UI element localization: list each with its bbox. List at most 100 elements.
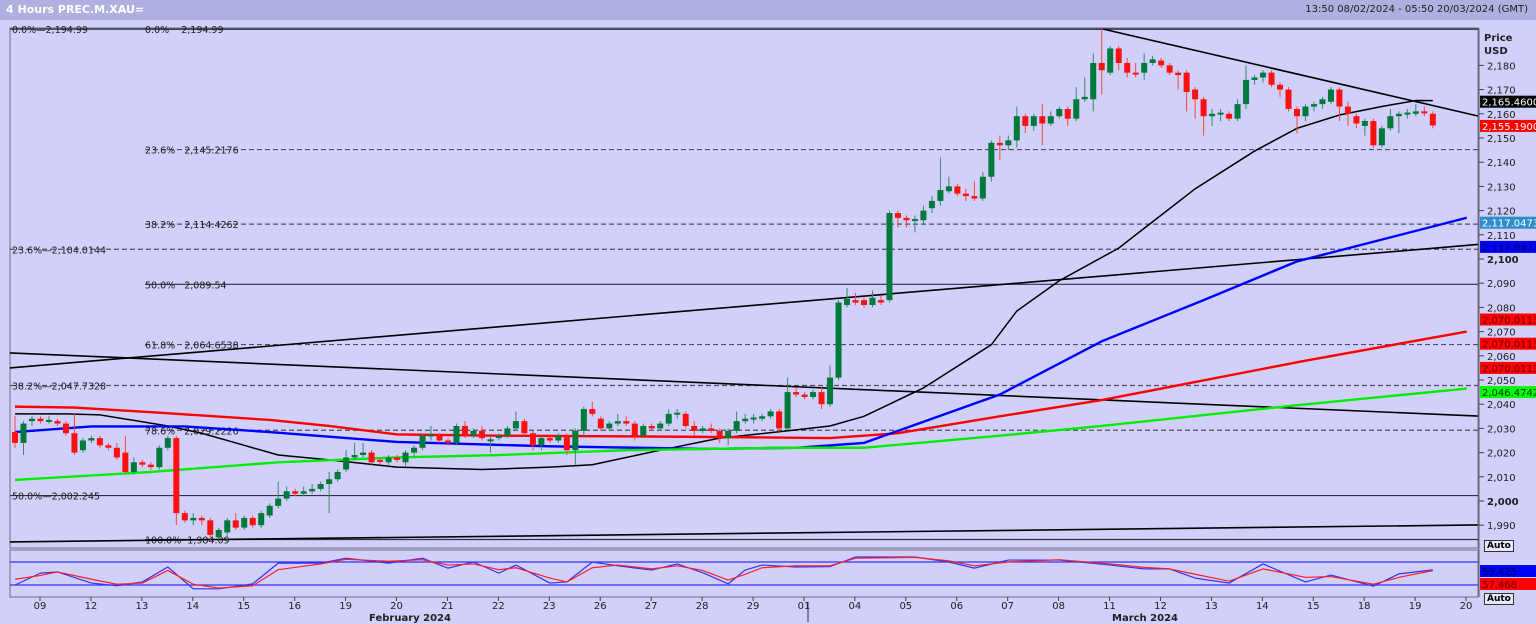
price-tags: 2,165.4600 2,155.1900 2,117.0473 2,117.0473…	[1480, 95, 1536, 399]
candle	[776, 409, 783, 434]
candle	[1183, 70, 1190, 112]
candle	[521, 418, 528, 436]
time-tick-label: 26	[594, 601, 607, 612]
candle	[572, 428, 579, 465]
candle	[1073, 87, 1080, 122]
candle	[275, 481, 282, 509]
candle-body	[1370, 121, 1377, 146]
candle	[487, 435, 494, 453]
candle	[504, 425, 511, 439]
candle	[232, 513, 239, 531]
candle-body	[623, 421, 630, 424]
candle	[377, 457, 384, 465]
candle-body	[1022, 116, 1029, 126]
candle	[1192, 87, 1199, 119]
candle	[360, 442, 367, 458]
candle-body	[419, 435, 426, 448]
fib-level-label: 50.0%—2,002.245	[12, 492, 100, 503]
candle-body	[1073, 99, 1080, 119]
candle	[1395, 111, 1402, 134]
candle	[54, 418, 61, 426]
candle	[1124, 58, 1131, 78]
candle-body	[173, 438, 180, 514]
candle	[725, 428, 732, 446]
price-pane-frame	[9, 27, 1479, 549]
candle	[62, 421, 69, 436]
trend-line	[9, 352, 1478, 417]
candle-body	[1234, 104, 1241, 119]
candle	[12, 416, 18, 448]
candle-body	[122, 452, 129, 472]
candle-body	[1056, 108, 1063, 117]
time-tick-label: 06	[950, 601, 963, 612]
candle-body	[877, 300, 884, 303]
candle	[470, 428, 477, 439]
candle-body	[512, 421, 519, 429]
candle	[300, 486, 307, 497]
stochastic-line	[14, 556, 1433, 589]
candle-body	[504, 428, 511, 436]
candle-body	[928, 200, 935, 209]
time-tick-label: 07	[1001, 601, 1014, 612]
candle-body	[945, 186, 952, 192]
price-tag: 2,155.1900	[1482, 122, 1536, 133]
fib-level-label: 23.6% 2,145.2176	[145, 146, 239, 157]
candle	[428, 425, 435, 441]
candle-body	[1412, 111, 1419, 114]
candle-body	[1158, 60, 1165, 66]
candle-body	[759, 416, 766, 419]
candle-body	[1013, 116, 1020, 141]
candle-body	[640, 425, 647, 436]
candle-body	[461, 425, 468, 436]
price-axis[interactable]: 1,990 2,000 2,010 2,020 2,030 2,040 2,050 2,060…	[1478, 28, 1519, 597]
candle	[1277, 82, 1284, 97]
price-tag-background	[1480, 337, 1536, 350]
candle	[1098, 29, 1105, 95]
candle-body	[428, 434, 435, 437]
candle	[1200, 96, 1207, 136]
candle-body	[920, 210, 927, 221]
candle-body	[546, 438, 553, 441]
price-tag-background	[1480, 386, 1536, 399]
price-tick-label: 2,110	[1487, 231, 1516, 242]
time-tick-label: 12	[1154, 601, 1167, 612]
candle	[411, 445, 418, 458]
candle	[767, 409, 774, 419]
oscillator-value-tag: 57.468	[1482, 580, 1517, 591]
candle	[606, 421, 613, 431]
candle	[139, 459, 146, 468]
trend-lines[interactable]	[9, 28, 1479, 543]
candle	[614, 413, 621, 426]
candle-body	[708, 428, 715, 431]
candle-body	[402, 452, 409, 463]
candle-body	[521, 421, 528, 434]
candle-body	[1209, 113, 1216, 117]
price-tick-label: 2,140	[1487, 158, 1516, 169]
time-tick-label: 14	[1256, 601, 1269, 612]
candle-body	[1243, 79, 1250, 105]
oscillator-auto-scale-button[interactable]: Auto	[1484, 593, 1514, 605]
candle	[1166, 62, 1173, 76]
candle	[88, 435, 95, 443]
time-axis[interactable]: 09 12 13 14 15 16 19 20 21 22 23 26 27 28 29 01 04 05 06 07…	[34, 597, 1473, 624]
candle-body	[326, 479, 333, 485]
candle	[368, 450, 375, 465]
price-auto-scale-button[interactable]: Auto	[1484, 540, 1514, 552]
candle	[1056, 106, 1063, 119]
candle-body	[436, 435, 443, 441]
candle-body	[275, 498, 282, 506]
candle	[1378, 125, 1385, 148]
candle-body	[538, 438, 545, 446]
candle-body	[699, 428, 706, 431]
candle	[793, 387, 800, 397]
candle-body	[79, 440, 86, 451]
price-tag: 2,070.0113	[1482, 364, 1536, 375]
candle-body	[317, 484, 324, 489]
fibonacci-levels[interactable]: 0.0%—2,194.99 23.6%—2,104.0144 38.2%—2,047…	[10, 25, 1478, 547]
candle	[283, 486, 290, 501]
candle	[190, 513, 197, 526]
price-tick-label: 2,060	[1487, 352, 1516, 363]
candle	[1209, 108, 1216, 126]
candle-body	[190, 517, 197, 521]
